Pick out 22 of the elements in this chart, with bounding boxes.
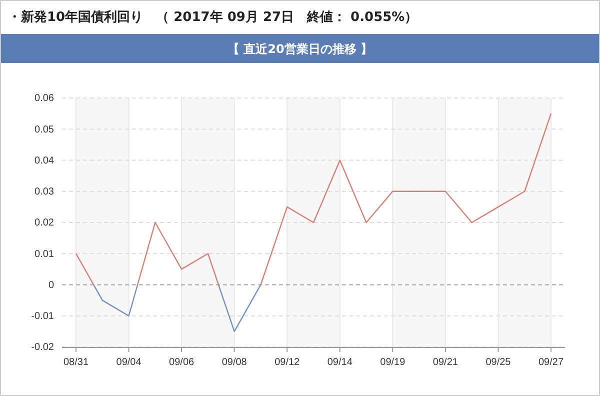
chart-title: ・新発10年国債利回り （ 2017年 09月 27日 終値： 0.055%） xyxy=(8,9,418,25)
y-tick-label: 0.03 xyxy=(34,186,54,198)
x-tick-label: 09/27 xyxy=(538,357,564,368)
x-tick-label: 09/14 xyxy=(327,357,353,368)
x-tick-label: 09/08 xyxy=(222,357,248,368)
y-tick-label: 0.01 xyxy=(34,248,54,260)
y-tick-label: 0.05 xyxy=(34,124,54,136)
y-tick-label: -0.02 xyxy=(31,342,54,354)
y-tick-label: 0.06 xyxy=(34,93,54,104)
x-tick-label: 08/31 xyxy=(63,357,89,368)
x-tick-label: 09/25 xyxy=(486,357,512,368)
x-tick-label: 09/12 xyxy=(274,357,300,368)
y-tick-label: -0.01 xyxy=(31,311,54,322)
y-tick-label: 0.02 xyxy=(34,218,54,229)
chart-subtitle: 【 直近20営業日の推移 】 xyxy=(227,42,373,56)
line-series xyxy=(75,112,552,332)
x-tick-label: 09/04 xyxy=(116,357,142,368)
x-tick-label: 09/19 xyxy=(380,357,406,368)
x-tick-label: 09/06 xyxy=(169,357,195,368)
y-tick-label: 0.04 xyxy=(34,155,54,166)
y-tick-label: 0 xyxy=(48,280,54,291)
x-tick-label: 09/21 xyxy=(432,357,458,368)
